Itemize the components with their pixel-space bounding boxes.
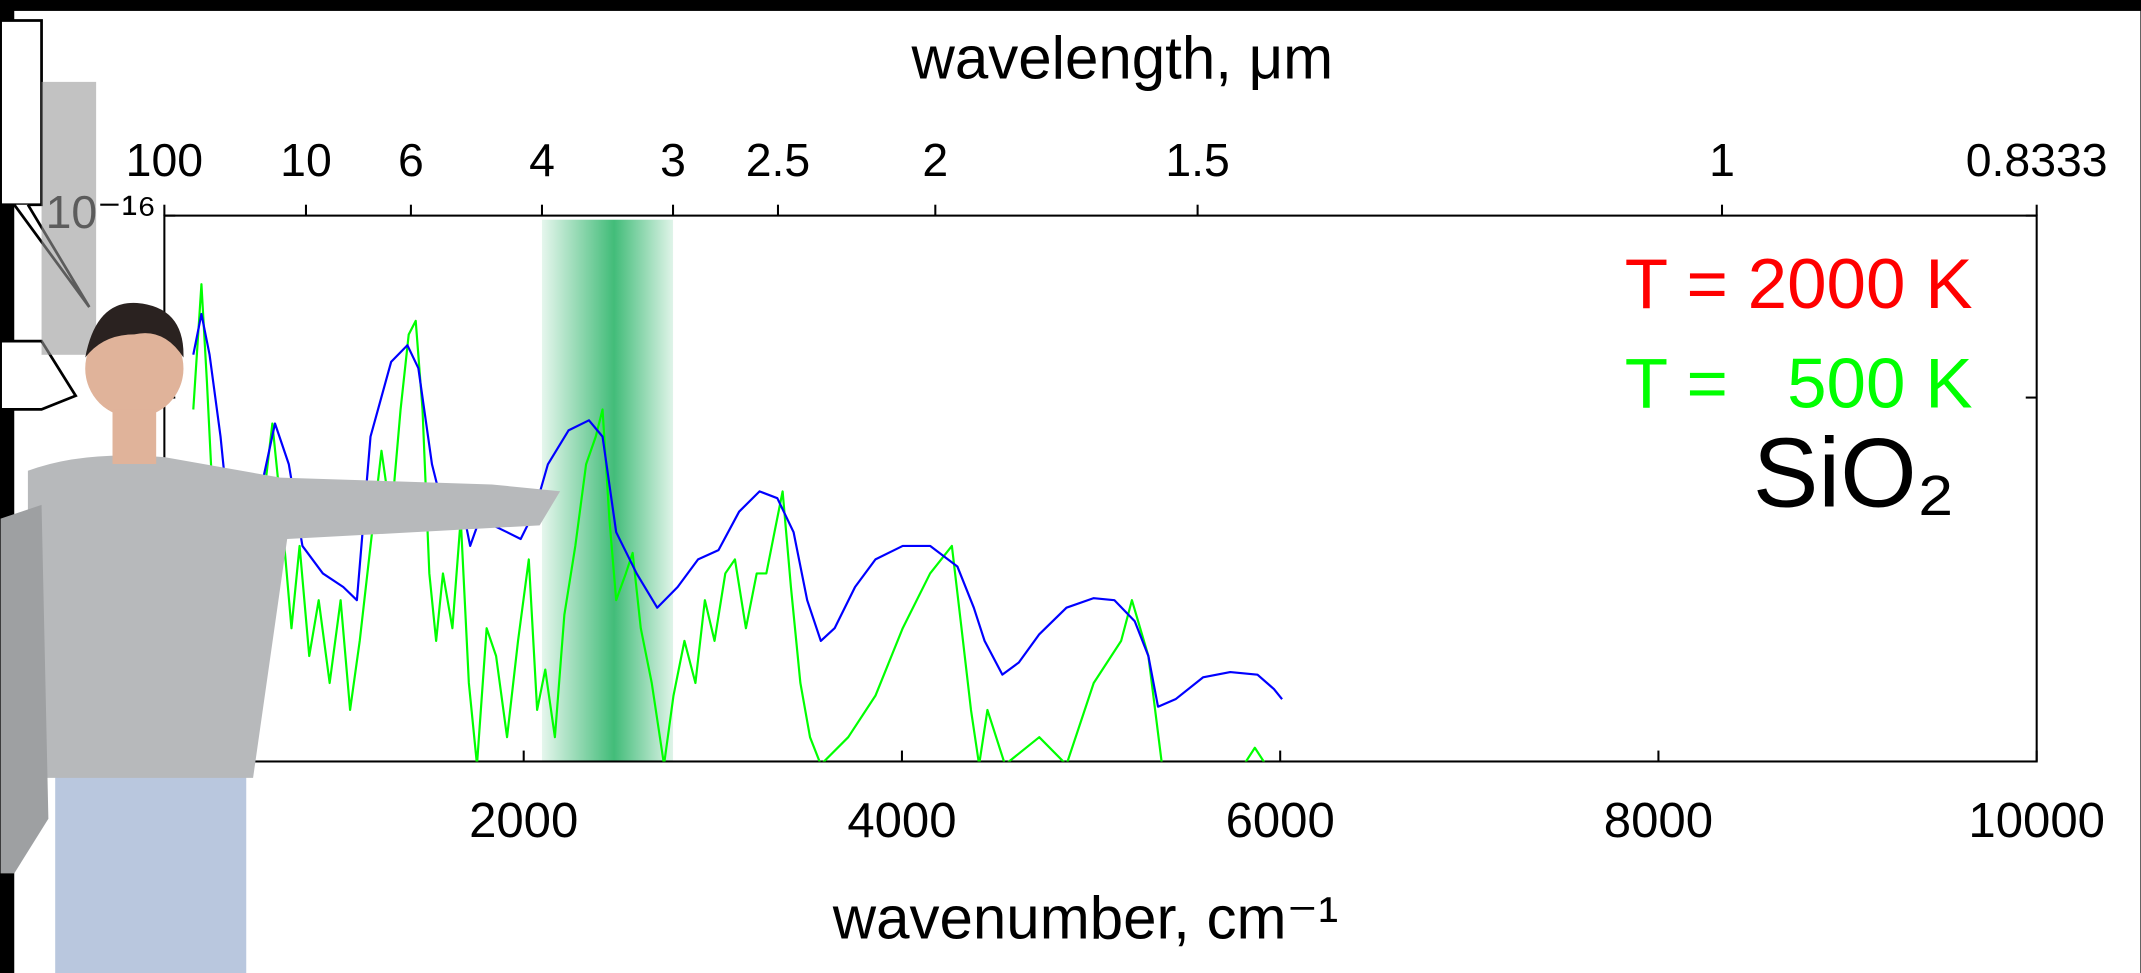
x2-tick-label: 1.5 [1165,134,1229,186]
annotation: T = 2000 K [1625,245,1973,324]
series-line [192,312,1283,708]
x2-tick-label: 3 [660,134,686,186]
annotation: T = 500 K [1625,345,1973,424]
x-tick-label: 10000 [1968,794,2105,848]
x2-tick-label: 0.8333 [1966,134,2108,186]
x-tick-label: 2000 [469,794,578,848]
series-line [192,283,1266,762]
x2-tick-label: 2.5 [746,134,810,186]
speech-bubbles [0,19,97,411]
x2-tick-label: 6 [398,134,424,186]
annotation: SiO₂ [1753,417,1955,527]
x-tick-label: 4000 [847,794,956,848]
x2-tick-label: 2 [922,134,948,186]
x2-tick-label: 100 [126,134,203,186]
plot-area: 2000 4000 6000 8000 10000 100 10 6 4 3 2.5 2 1.5 1 0.8… [46,134,2108,848]
x2-axis-title: wavelength, μm [911,25,1334,92]
x-tick-label: 8000 [1604,794,1713,848]
x-axis-title: wavenumber, cm⁻¹ [832,884,1338,951]
series-group [192,283,1283,762]
x-tick-label: 6000 [1226,794,1335,848]
x2-tick-label: 1 [1709,134,1735,186]
x2-tick-label: 10 [280,134,332,186]
x2-tick-label: 4 [529,134,555,186]
presenter [0,302,561,973]
